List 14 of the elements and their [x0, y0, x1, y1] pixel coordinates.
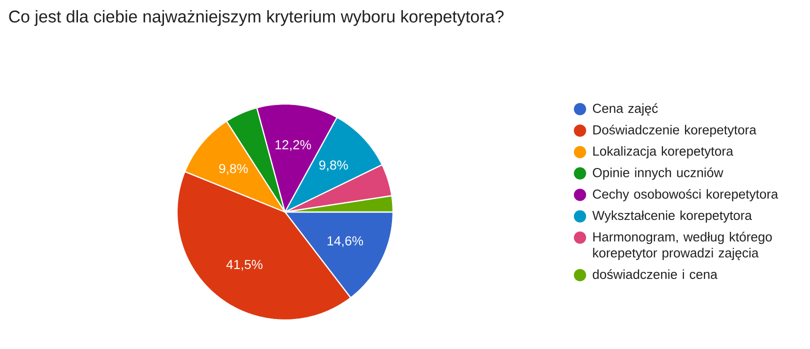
legend-label: Lokalizacja korepetytora — [593, 146, 734, 158]
chart-title: Co jest dla ciebie najważniejszym kryterium wyboru korepetytora? — [9, 10, 504, 26]
legend-label: Harmonogram, według którego korepetytor prowadzi zajęcia — [593, 232, 772, 260]
legend-label: Cena zajęć — [592, 103, 658, 116]
data-label: 14,6% — [328, 236, 364, 248]
legend-label: Opinie innych uczniów — [592, 168, 724, 180]
data-label: 12,2% — [276, 140, 311, 151]
data-label: 41,5% — [226, 260, 262, 271]
data-label: 9,8% — [219, 164, 248, 175]
legend-label: Doświadczenie korepetytora — [593, 124, 756, 138]
data-label: 9,8% — [319, 160, 348, 172]
legend-label: doświadczenie i cena — [592, 269, 718, 279]
legend-label: Cechy osobowości korepetytora — [592, 189, 778, 202]
legend-label: Wykształcenie korepetytora — [592, 210, 752, 223]
